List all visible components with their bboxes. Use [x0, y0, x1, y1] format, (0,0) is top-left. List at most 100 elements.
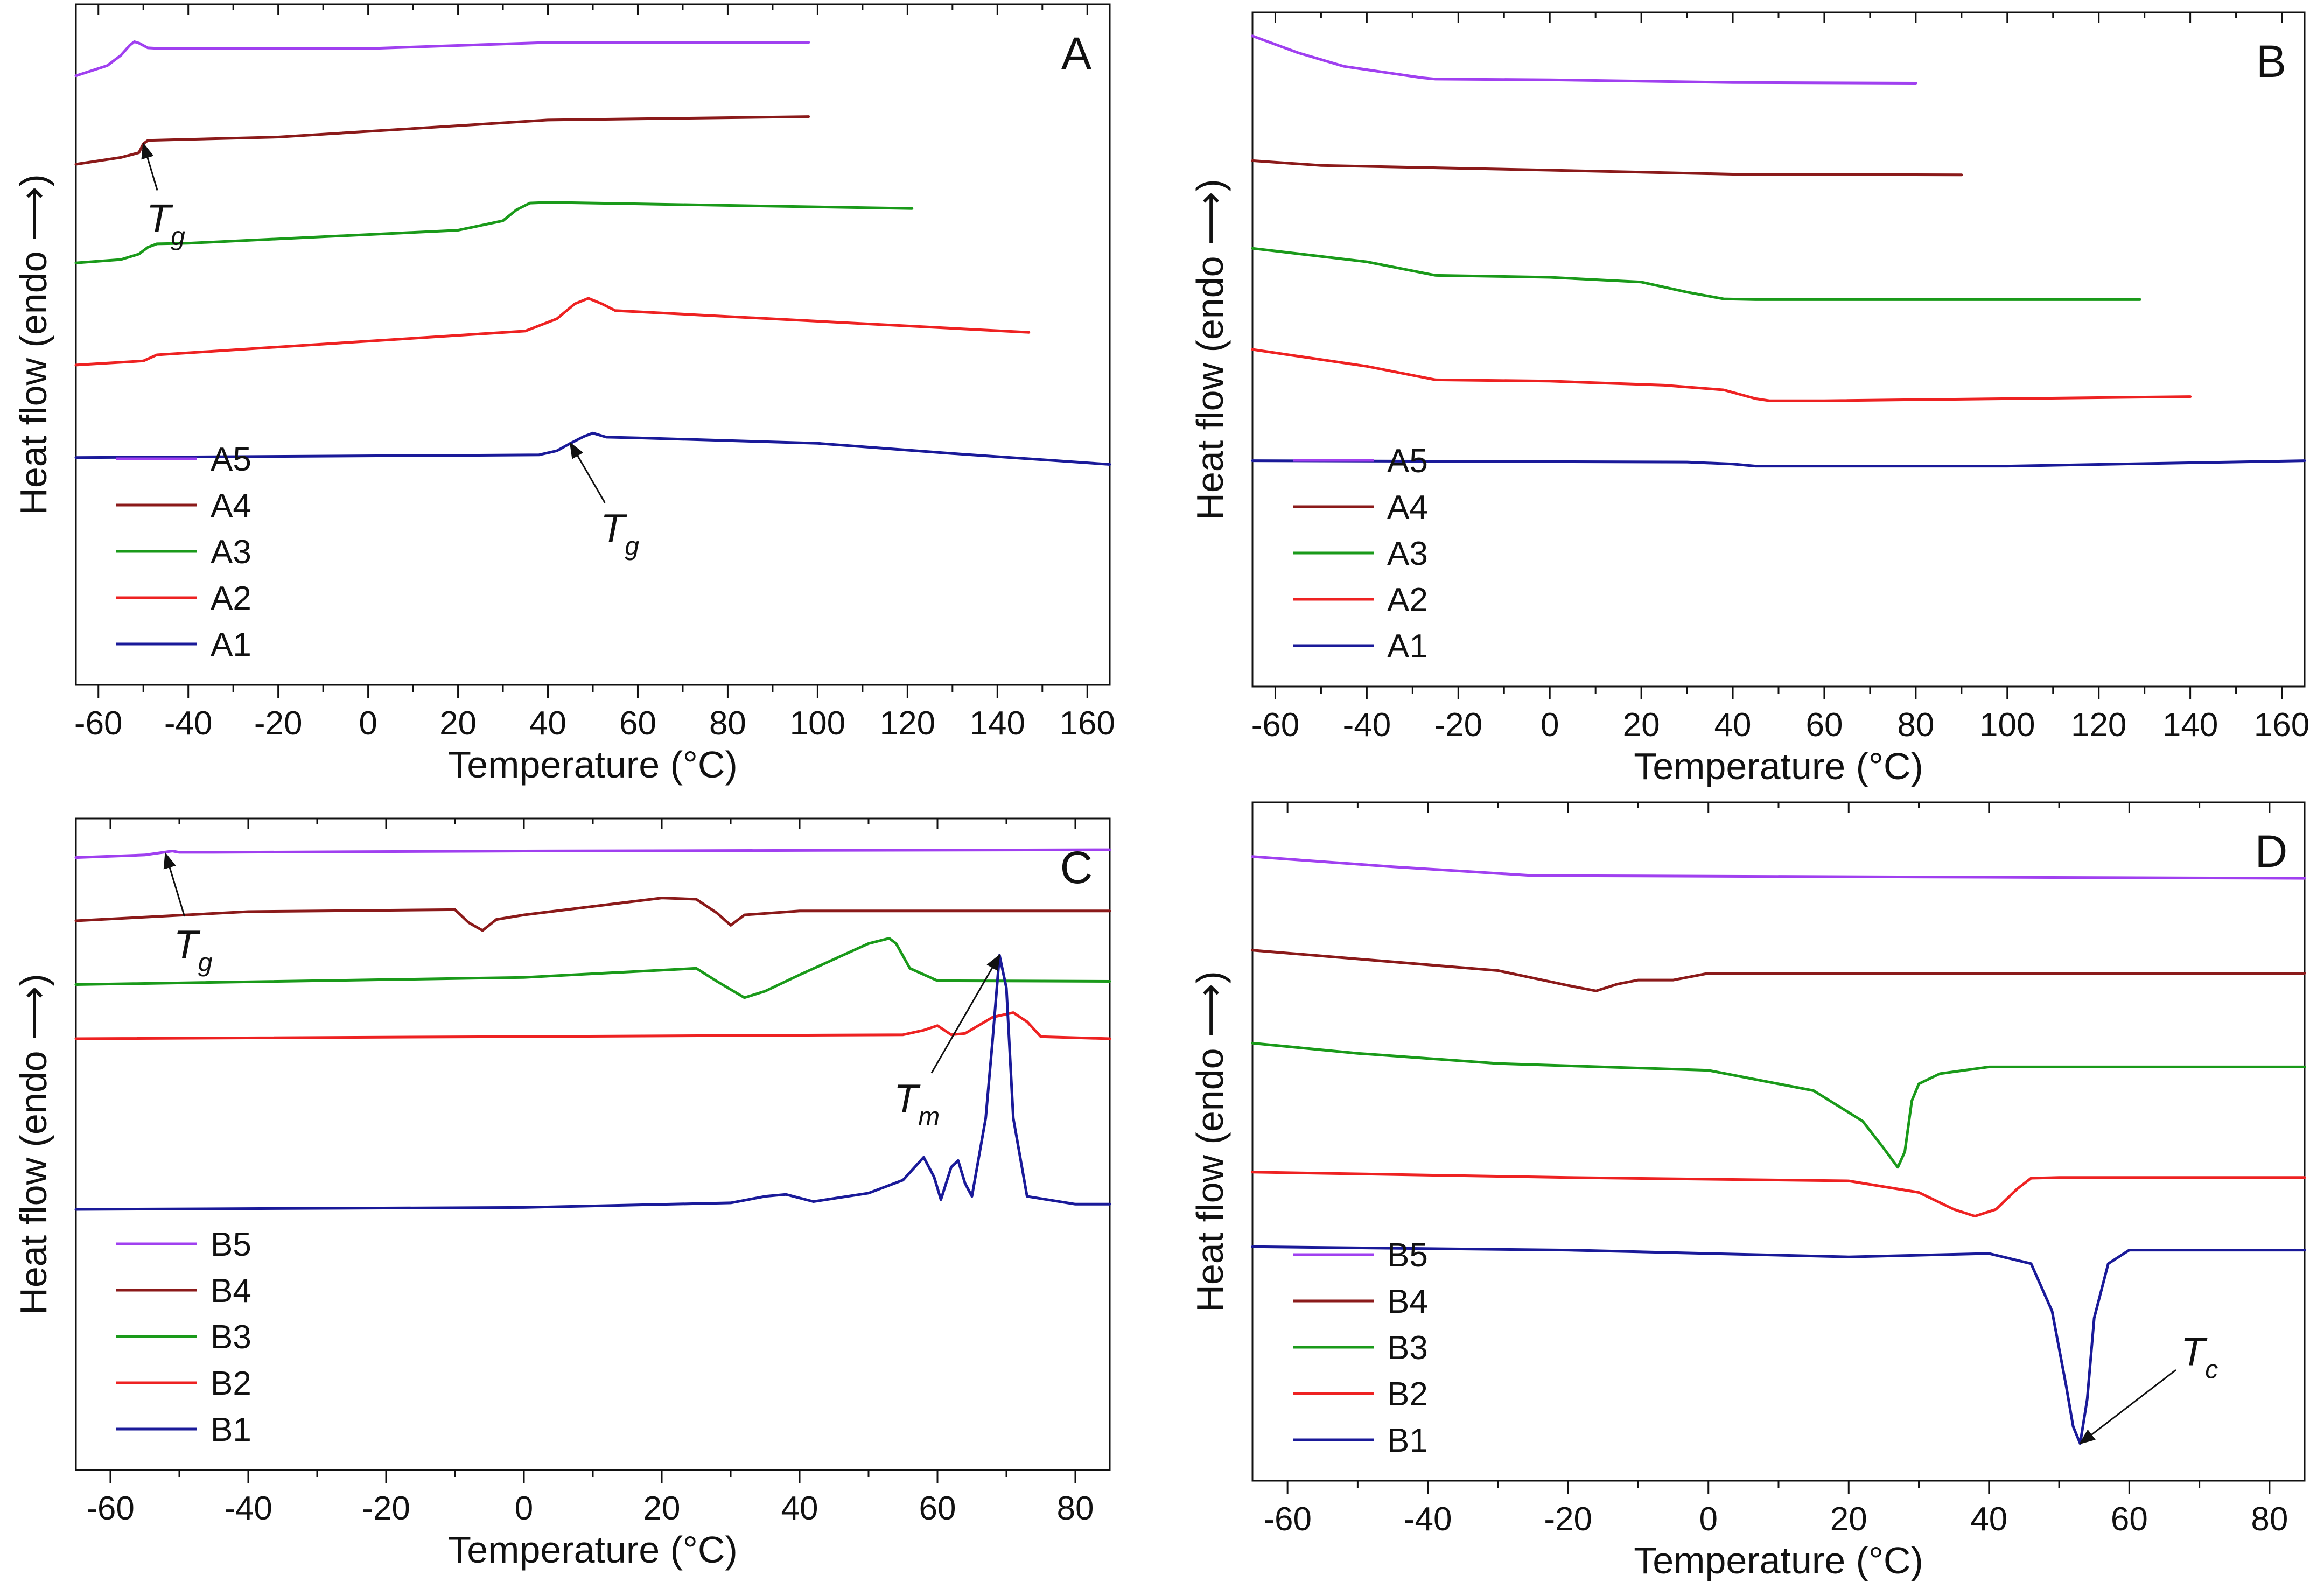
legend-label: A1	[211, 626, 251, 663]
series-line-a3	[1251, 247, 2141, 301]
legend-label: A2	[1387, 582, 1428, 619]
annotation-label: Tm	[894, 1076, 940, 1131]
annotation-arrow	[2078, 1369, 2176, 1445]
x-tick-label: 80	[2251, 1501, 2288, 1538]
x-tick-label: -20	[1434, 706, 1482, 744]
legend-label: B3	[1387, 1329, 1428, 1367]
x-tick-label: 40	[1970, 1501, 2007, 1538]
y-axis-title: Heat flow (endo ⟶)	[12, 174, 54, 515]
panel-b: -60 -40 -20 0 20 40 60 80 100 120 140 160 Temperatur…	[1189, 11, 2309, 787]
series-line-a2	[1251, 348, 2192, 402]
x-tick-label: -20	[362, 1490, 410, 1527]
series-line-b2	[1251, 1171, 2306, 1218]
x-tick-label: -40	[224, 1490, 272, 1527]
annotation-arrow	[569, 442, 606, 503]
legend-label: B2	[211, 1365, 251, 1402]
x-tick-label: 40	[529, 705, 566, 742]
panel-c: -60 -40 -20 0 20 40 60 80 Temperature (°C) Heat f…	[12, 817, 1111, 1571]
legend-label: B5	[211, 1226, 251, 1263]
legend-label: B4	[211, 1272, 251, 1310]
series-line-a1	[1251, 459, 2306, 468]
legend-label: A5	[211, 441, 251, 478]
x-tick-label: 0	[359, 705, 377, 742]
x-tick-label: -40	[1343, 706, 1391, 744]
x-tick-label: 160	[1060, 705, 1115, 742]
x-tick-label: 0	[515, 1490, 533, 1527]
annotation-arrow	[141, 142, 158, 191]
y-axis-title: Heat flow (endo ⟶)	[12, 974, 54, 1314]
series-line-b1	[74, 954, 1111, 1211]
series-line-b5	[1251, 855, 2306, 880]
x-tick-label: 20	[439, 705, 477, 742]
x-axis-title: Temperature (°C)	[1634, 745, 1923, 787]
legend-label: A1	[1387, 628, 1428, 665]
x-tick-label: 80	[1057, 1490, 1094, 1527]
x-tick-label: 100	[1979, 706, 2035, 744]
series-line-b5	[74, 848, 1111, 859]
x-tick-label: 160	[2254, 706, 2309, 744]
x-tick-label: 0	[1541, 706, 1559, 744]
legend-label: B5	[1387, 1237, 1428, 1274]
series-line-b4	[74, 897, 1111, 932]
x-tick-label: -60	[86, 1490, 135, 1527]
series-line-a1	[74, 431, 1111, 466]
series-line-a4	[1251, 159, 1963, 177]
x-tick-label: 20	[643, 1490, 681, 1527]
legend-label: A5	[1387, 443, 1428, 480]
x-tick-label: 60	[1805, 706, 1843, 744]
x-tick-label: 40	[781, 1490, 818, 1527]
annotation-arrow	[930, 954, 1000, 1074]
series-line-b3	[1251, 1041, 2306, 1169]
x-axis-title: Temperature (°C)	[448, 744, 738, 786]
x-tick-label: 100	[790, 705, 845, 742]
x-tick-label: 140	[970, 705, 1025, 742]
annotation-label: Tg	[600, 506, 639, 561]
x-tick-label: 20	[1830, 1501, 1867, 1538]
panel-a: -60 -40 -20 0 20 40 60 80 100 120 140 160 Temperatur…	[12, 3, 1115, 786]
x-tick-label: -40	[164, 705, 213, 742]
x-tick-label: 120	[2071, 706, 2126, 744]
legend-label: B2	[1387, 1376, 1428, 1413]
x-axis-title: Temperature (°C)	[1634, 1539, 1923, 1581]
x-tick-label: 60	[2111, 1501, 2148, 1538]
x-tick-label: -20	[254, 705, 303, 742]
x-tick-label: 80	[709, 705, 746, 742]
series-line-a3	[74, 201, 914, 264]
series-line-b4	[1251, 949, 2306, 992]
legend-label: A4	[1387, 489, 1428, 526]
legend-label: A3	[211, 534, 251, 571]
x-tick-label: 0	[1699, 1501, 1717, 1538]
annotation-arrow	[163, 852, 186, 917]
series-line-b3	[74, 937, 1111, 999]
x-tick-label: 80	[1897, 706, 1934, 744]
annotation-label: Tg	[146, 196, 185, 251]
series-line-a4	[74, 115, 810, 166]
series-line-b2	[74, 1011, 1111, 1040]
panel-d: -60 -40 -20 0 20 40 60 80 Temperature (°C) Heat f…	[1189, 801, 2306, 1581]
legend-label: B1	[1387, 1422, 1428, 1459]
panel-label: B	[2256, 36, 2286, 87]
x-tick-label: -20	[1544, 1501, 1592, 1538]
series-line-a2	[74, 297, 1031, 367]
x-axis-title: Temperature (°C)	[448, 1529, 738, 1571]
series-line-a5	[74, 40, 810, 78]
legend-label: A3	[1387, 535, 1428, 572]
legend-label: B3	[211, 1319, 251, 1356]
x-tick-label: -60	[74, 705, 123, 742]
annotation-label: Tc	[2181, 1329, 2218, 1384]
x-tick-label: 120	[880, 705, 935, 742]
legend-label: B4	[1387, 1283, 1428, 1320]
legend-label: A2	[211, 580, 251, 617]
x-tick-label: 20	[1623, 706, 1660, 744]
annotation-label: Tg	[174, 922, 213, 977]
x-tick-label: -40	[1404, 1501, 1452, 1538]
series-line-a5	[1251, 34, 1917, 85]
x-tick-label: 40	[1714, 706, 1752, 744]
legend-label: A4	[211, 487, 251, 524]
x-tick-label: 60	[919, 1490, 956, 1527]
legend-label: B1	[211, 1411, 251, 1448]
x-tick-label: -60	[1263, 1501, 1312, 1538]
x-tick-label: -60	[1251, 706, 1300, 744]
